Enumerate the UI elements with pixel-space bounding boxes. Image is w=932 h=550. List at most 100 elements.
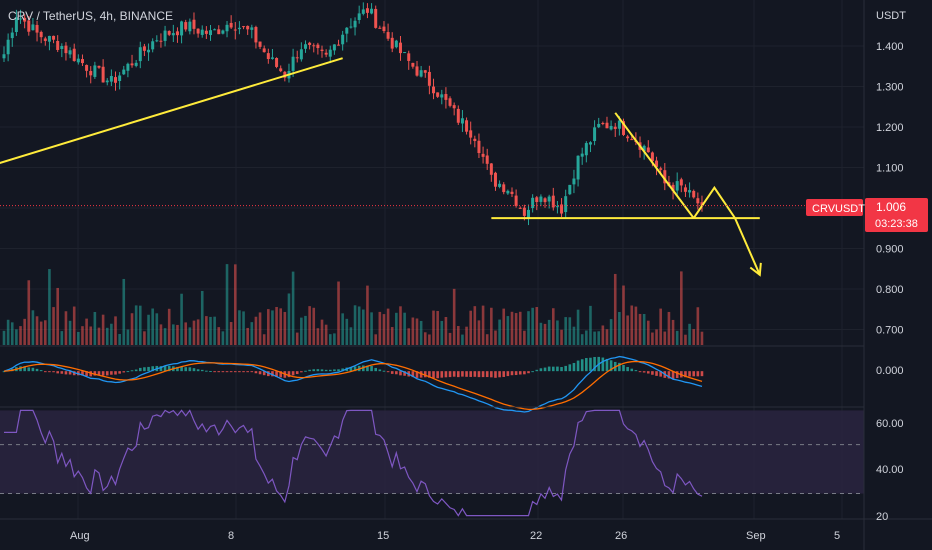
candle-body[interactable] bbox=[535, 197, 539, 203]
candle-body[interactable] bbox=[683, 187, 687, 192]
candle-body[interactable] bbox=[134, 62, 138, 66]
candle-body[interactable] bbox=[266, 53, 270, 60]
candle-body[interactable] bbox=[188, 21, 192, 32]
candle-body[interactable] bbox=[696, 198, 700, 204]
candle-body[interactable] bbox=[493, 172, 497, 187]
candle-body[interactable] bbox=[291, 56, 295, 71]
candle-body[interactable] bbox=[398, 42, 402, 54]
candle-body[interactable] bbox=[89, 71, 93, 76]
candle-body[interactable] bbox=[498, 183, 502, 187]
ascending-trendline[interactable] bbox=[0, 57, 343, 165]
candle-body[interactable] bbox=[688, 190, 692, 193]
candle-body[interactable] bbox=[167, 31, 171, 35]
candle-body[interactable] bbox=[138, 47, 142, 62]
candle-body[interactable] bbox=[262, 48, 266, 53]
candle-body[interactable] bbox=[39, 31, 43, 38]
candle-body[interactable] bbox=[626, 136, 630, 139]
candle-body[interactable] bbox=[200, 29, 204, 35]
candle-body[interactable] bbox=[659, 168, 663, 170]
candle-body[interactable] bbox=[671, 184, 675, 192]
candle-body[interactable] bbox=[31, 24, 35, 31]
candle-body[interactable] bbox=[584, 143, 588, 156]
candle-body[interactable] bbox=[72, 48, 76, 61]
candle-body[interactable] bbox=[47, 35, 51, 42]
candle-body[interactable] bbox=[613, 126, 617, 129]
candle-body[interactable] bbox=[427, 71, 431, 86]
candle-body[interactable] bbox=[184, 22, 188, 30]
candle-body[interactable] bbox=[642, 145, 646, 152]
candle-body[interactable] bbox=[448, 98, 452, 106]
candle-body[interactable] bbox=[328, 49, 332, 57]
candle-body[interactable] bbox=[617, 120, 621, 129]
candle-body[interactable] bbox=[419, 70, 423, 77]
candle-body[interactable] bbox=[76, 58, 80, 63]
candle-body[interactable] bbox=[213, 29, 217, 31]
candle-body[interactable] bbox=[246, 25, 250, 30]
candle-body[interactable] bbox=[6, 39, 10, 55]
candle-body[interactable] bbox=[374, 8, 378, 28]
candle-body[interactable] bbox=[233, 29, 237, 31]
candle-body[interactable] bbox=[254, 27, 258, 43]
candle-body[interactable] bbox=[609, 125, 613, 130]
candle-body[interactable] bbox=[382, 26, 386, 32]
candle-body[interactable] bbox=[601, 122, 605, 125]
candle-body[interactable] bbox=[663, 170, 667, 184]
candle-body[interactable] bbox=[597, 123, 601, 128]
candle-body[interactable] bbox=[237, 27, 241, 30]
time-axis[interactable]: Aug 8 15 22 26 Sep 5 bbox=[70, 530, 840, 542]
candle-body[interactable] bbox=[349, 26, 353, 28]
candle-body[interactable] bbox=[19, 18, 23, 20]
candle-body[interactable] bbox=[14, 17, 18, 33]
candle-body[interactable] bbox=[130, 63, 134, 66]
candle-body[interactable] bbox=[209, 30, 212, 36]
candle-body[interactable] bbox=[564, 196, 568, 213]
candle-body[interactable] bbox=[159, 40, 163, 42]
candle-body[interactable] bbox=[242, 26, 246, 28]
candle-body[interactable] bbox=[27, 20, 31, 32]
candle-body[interactable] bbox=[407, 53, 411, 61]
candle-body[interactable] bbox=[43, 38, 47, 41]
candle-body[interactable] bbox=[473, 138, 477, 142]
candle-body[interactable] bbox=[572, 178, 576, 185]
candle-body[interactable] bbox=[576, 155, 580, 180]
candle-body[interactable] bbox=[93, 65, 97, 77]
candle-body[interactable] bbox=[126, 63, 130, 71]
candle-body[interactable] bbox=[52, 35, 56, 40]
candle-body[interactable] bbox=[551, 195, 555, 208]
candle-body[interactable] bbox=[163, 30, 167, 41]
candle-body[interactable] bbox=[477, 140, 481, 154]
candle-body[interactable] bbox=[440, 94, 444, 98]
candle-body[interactable] bbox=[299, 49, 303, 60]
candle-body[interactable] bbox=[489, 163, 493, 175]
candle-body[interactable] bbox=[80, 59, 84, 64]
candle-body[interactable] bbox=[345, 27, 349, 34]
candle-body[interactable] bbox=[432, 86, 436, 94]
candle-body[interactable] bbox=[175, 31, 179, 36]
candle-body[interactable] bbox=[308, 42, 312, 45]
candle-body[interactable] bbox=[142, 46, 146, 51]
candle-body[interactable] bbox=[522, 207, 526, 216]
candle-body[interactable] bbox=[312, 45, 316, 47]
candle-body[interactable] bbox=[646, 147, 650, 153]
candle-body[interactable] bbox=[365, 8, 369, 13]
candle-body[interactable] bbox=[155, 40, 159, 42]
candle-body[interactable] bbox=[622, 121, 625, 135]
candle-body[interactable] bbox=[250, 27, 254, 30]
candle-body[interactable] bbox=[456, 108, 460, 123]
candle-body[interactable] bbox=[229, 22, 233, 28]
candle-body[interactable] bbox=[436, 92, 440, 97]
candle-body[interactable] bbox=[2, 54, 6, 59]
candle-body[interactable] bbox=[518, 207, 522, 209]
candle-body[interactable] bbox=[171, 33, 175, 36]
candle-body[interactable] bbox=[64, 45, 68, 54]
candle-body[interactable] bbox=[502, 184, 506, 193]
candle-body[interactable] bbox=[588, 142, 592, 145]
candle-body[interactable] bbox=[506, 190, 510, 194]
candle-body[interactable] bbox=[531, 197, 535, 209]
candle-body[interactable] bbox=[390, 37, 394, 49]
candle-body[interactable] bbox=[378, 27, 382, 29]
candle-body[interactable] bbox=[411, 62, 415, 67]
current-price-badge[interactable]: CRVUSDT 1.006 03:23:38 bbox=[806, 198, 928, 232]
candle-body[interactable] bbox=[568, 184, 572, 195]
